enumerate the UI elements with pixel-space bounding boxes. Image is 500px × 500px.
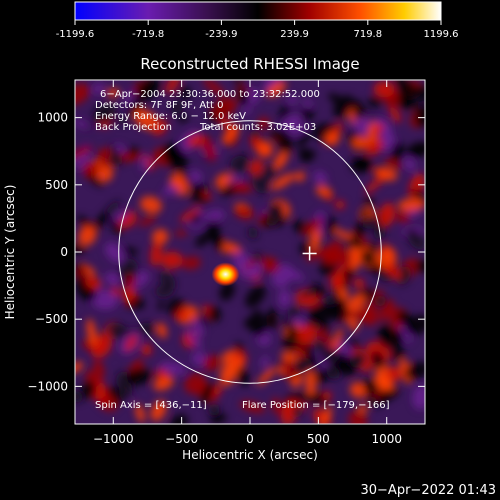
colorbar-tick-label: -719.8 xyxy=(132,29,164,40)
spin-axis-label: Spin Axis = [436,−11] xyxy=(95,400,207,411)
colorbar xyxy=(74,1,442,21)
colorbar-tick-label: -1199.6 xyxy=(56,29,95,40)
y-axis-label: Heliocentric Y (arcsec) xyxy=(3,185,17,320)
colorbar-ticks: -1199.6 -719.8 -239.9 239.9 719.8 1199.6 xyxy=(56,20,459,40)
annotation-line: 6−Apr−2004 23:30:36.000 to 23:32:52.000 xyxy=(100,89,320,100)
y-tick-label: −500 xyxy=(35,312,68,326)
flare-position-label: Flare Position = [−179,−166] xyxy=(242,400,390,411)
bright-source xyxy=(211,262,240,287)
x-axis-label: Heliocentric X (arcsec) xyxy=(182,448,318,462)
x-tick-label: −1000 xyxy=(93,432,134,446)
annotation-line: Detectors: 7F 8F 9F, Att 0 xyxy=(95,100,223,111)
axis-ticks: −1000 −500 0 500 1000 −1000 −500 0 500 1000 xyxy=(27,80,425,446)
y-tick-label: 0 xyxy=(60,245,68,259)
annotation-line: Energy Range: 6.0 − 12.0 keV xyxy=(95,111,246,122)
chart-title: Reconstructed RHESSI Image xyxy=(140,55,359,73)
heatmap-image xyxy=(75,80,425,424)
y-tick-label: 1000 xyxy=(37,111,68,125)
y-tick-label: 500 xyxy=(45,178,68,192)
colorbar-tick-label: 239.9 xyxy=(280,29,309,40)
timestamp: 30−Apr−2022 01:43 xyxy=(361,483,497,498)
colorbar-tick-label: -239.9 xyxy=(205,29,237,40)
colorbar-tick-label: 1199.6 xyxy=(424,29,459,40)
annotation-line: Total counts: 3.02E+03 xyxy=(199,122,316,133)
annotation-block: 6−Apr−2004 23:30:36.000 to 23:32:52.000D… xyxy=(95,89,320,133)
spin-axis-marker xyxy=(302,246,317,261)
x-tick-label: 0 xyxy=(246,432,254,446)
x-tick-label: 500 xyxy=(307,432,330,446)
x-tick-label: 1000 xyxy=(371,432,402,446)
y-tick-label: −1000 xyxy=(27,379,68,393)
colorbar-tick-label: 719.8 xyxy=(353,29,382,40)
annotation-line: Back Projection xyxy=(95,122,172,133)
solar-limb-circle xyxy=(118,120,382,384)
x-tick-label: −500 xyxy=(165,432,198,446)
